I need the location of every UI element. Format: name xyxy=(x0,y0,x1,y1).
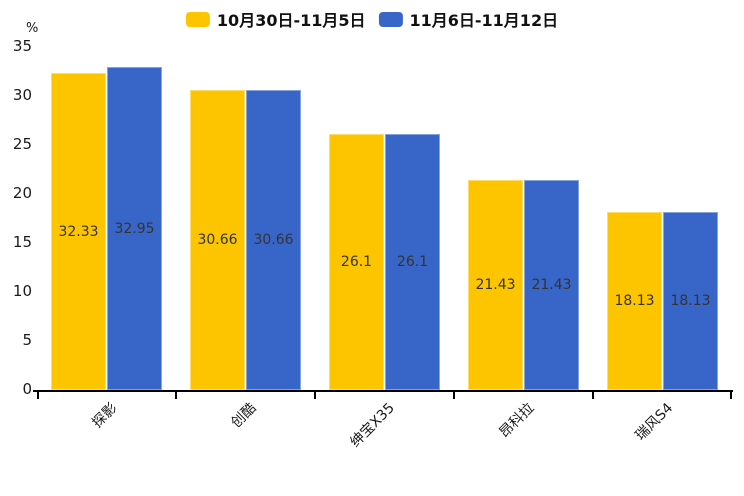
y-axis-tick-label: 20 xyxy=(12,184,32,202)
y-axis-tick-label: 15 xyxy=(12,233,32,251)
y-axis-tick-label: 5 xyxy=(22,331,32,349)
x-axis-tick xyxy=(592,392,594,399)
chart-legend: 10月30日-11月5日 11月6日-11月12日 xyxy=(185,7,559,31)
x-axis-category-label: 昂科拉 xyxy=(495,400,537,442)
bar-series2-昂科拉: 21.43 xyxy=(524,180,579,390)
bar-series1-创酷: 30.66 xyxy=(190,89,245,390)
x-axis-tick xyxy=(314,392,316,399)
bar-series1-昂科拉: 21.43 xyxy=(468,180,523,390)
legend-label-series1: 10月30日-11月5日 xyxy=(216,11,366,30)
y-axis-unit-label: % xyxy=(26,21,39,36)
x-axis-tick xyxy=(175,392,177,399)
x-axis-tick xyxy=(730,392,732,399)
bar-series1-绅宝X35: 26.1 xyxy=(329,134,384,390)
x-axis-category-label: 绅宝X35 xyxy=(347,400,398,451)
x-axis-category-label: 创酷 xyxy=(227,400,259,432)
bar-value-label: 30.66 xyxy=(253,231,294,248)
y-axis-tick-label: 10 xyxy=(12,282,32,300)
x-axis-category-label: 探影 xyxy=(88,400,120,432)
bar-value-label: 30.66 xyxy=(197,231,238,248)
y-axis-tick-label: 0 xyxy=(22,380,32,398)
y-axis-tick-label: 25 xyxy=(12,135,32,153)
bar-series2-探影: 32.95 xyxy=(107,67,162,390)
legend-item-series2[interactable]: 11月6日-11月12日 xyxy=(378,7,559,31)
bar-value-label: 26.1 xyxy=(340,254,373,271)
x-axis-line xyxy=(33,390,733,392)
bar-series2-创酷: 30.66 xyxy=(246,89,301,390)
bar-value-label: 18.13 xyxy=(670,293,711,310)
bar-value-label: 32.95 xyxy=(114,220,155,237)
legend-swatch-yellow-icon xyxy=(185,11,210,27)
x-axis-category-label: 瑞风S4 xyxy=(632,400,676,444)
bar-value-label: 32.33 xyxy=(58,223,99,240)
bar-value-label: 21.43 xyxy=(531,277,572,293)
bar-series2-绅宝X35: 26.1 xyxy=(385,134,440,390)
y-axis-tick-label: 35 xyxy=(12,37,32,55)
bar-series1-探影: 32.33 xyxy=(51,73,106,390)
plot-area: 32.33 32.95 探影 30.66 30.66 创酷 26.1 26.1 绅宝X35 21.… xyxy=(33,47,733,451)
legend-swatch-blue-icon xyxy=(378,11,403,27)
bar-series1-瑞风S4: 18.13 xyxy=(607,212,662,390)
bar-series2-瑞风S4: 18.13 xyxy=(663,212,718,390)
x-axis-tick xyxy=(453,392,455,399)
x-axis-tick xyxy=(37,392,39,399)
y-axis-tick-label: 30 xyxy=(12,86,32,104)
bar-value-label: 26.1 xyxy=(396,254,429,271)
bar-value-label: 18.13 xyxy=(614,293,655,310)
legend-label-series2: 11月6日-11月12日 xyxy=(409,11,559,30)
bar-value-label: 21.43 xyxy=(475,277,516,293)
legend-item-series1[interactable]: 10月30日-11月5日 xyxy=(185,7,366,31)
